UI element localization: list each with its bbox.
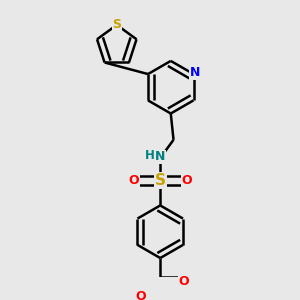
Text: H: H (145, 149, 155, 162)
Text: O: O (181, 174, 192, 187)
Text: O: O (129, 174, 139, 187)
Text: N: N (155, 151, 165, 164)
Text: S: S (155, 173, 166, 188)
Text: S: S (112, 18, 121, 32)
Text: O: O (135, 290, 146, 300)
Text: O: O (178, 275, 189, 288)
Text: N: N (190, 66, 200, 79)
